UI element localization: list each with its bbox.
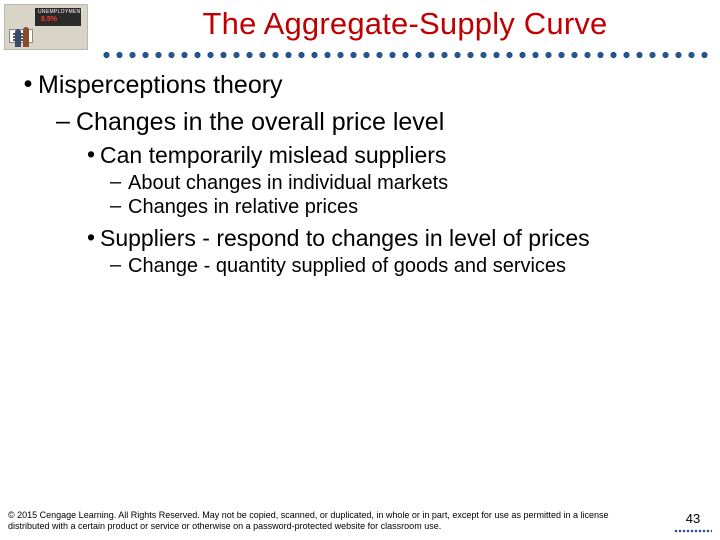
bullet-level4: – About changes in individual markets xyxy=(110,171,702,195)
bullet-text: Can temporarily mislead suppliers xyxy=(100,141,702,169)
bullet-dot-icon: • xyxy=(18,70,38,101)
bullet-dash-icon: – xyxy=(110,171,128,195)
page-number-underline-dots xyxy=(674,528,712,534)
bullet-level4: – Change - quantity supplied of goods an… xyxy=(110,254,702,278)
bullet-text: Suppliers - respond to changes in level … xyxy=(100,224,702,252)
corner-thumbnail: UNEMPLOYMENT 8.5% xyxy=(4,4,88,50)
bullet-text: Misperceptions theory xyxy=(38,70,702,101)
bullet-level4: – Changes in relative prices xyxy=(110,195,702,219)
thumb-sign xyxy=(9,29,33,43)
thumb-board-text2: 8.5% xyxy=(41,16,57,23)
bullet-dash-icon: – xyxy=(56,107,76,138)
slide-title: The Aggregate-Supply Curve xyxy=(100,6,710,42)
title-area: The Aggregate-Supply Curve xyxy=(100,6,710,42)
content-area: • Misperceptions theory – Changes in the… xyxy=(18,70,702,278)
page-number-box: 43 xyxy=(674,511,712,534)
bullet-level1: • Misperceptions theory xyxy=(18,70,702,101)
bullet-level2: – Changes in the overall price level xyxy=(56,107,702,138)
bullet-dot-icon: • xyxy=(82,141,100,169)
bullet-dot-icon: • xyxy=(82,224,100,252)
bullet-level3: • Can temporarily mislead suppliers xyxy=(82,141,702,169)
bullet-text: Changes in relative prices xyxy=(128,195,702,219)
title-underline-dots xyxy=(100,50,710,60)
bullet-text: Change - quantity supplied of goods and … xyxy=(128,254,702,278)
thumb-person xyxy=(23,27,29,47)
bullet-dash-icon: – xyxy=(110,254,128,278)
thumb-person xyxy=(15,29,21,47)
bullet-text: Changes in the overall price level xyxy=(76,107,702,138)
bullet-dash-icon: – xyxy=(110,195,128,219)
bullet-text: About changes in individual markets xyxy=(128,171,702,195)
page-number: 43 xyxy=(674,511,712,528)
bullet-level3: • Suppliers - respond to changes in leve… xyxy=(82,224,702,252)
copyright-footer: © 2015 Cengage Learning. All Rights Rese… xyxy=(8,510,650,533)
thumb-board-text1: UNEMPLOYMENT xyxy=(38,9,84,15)
